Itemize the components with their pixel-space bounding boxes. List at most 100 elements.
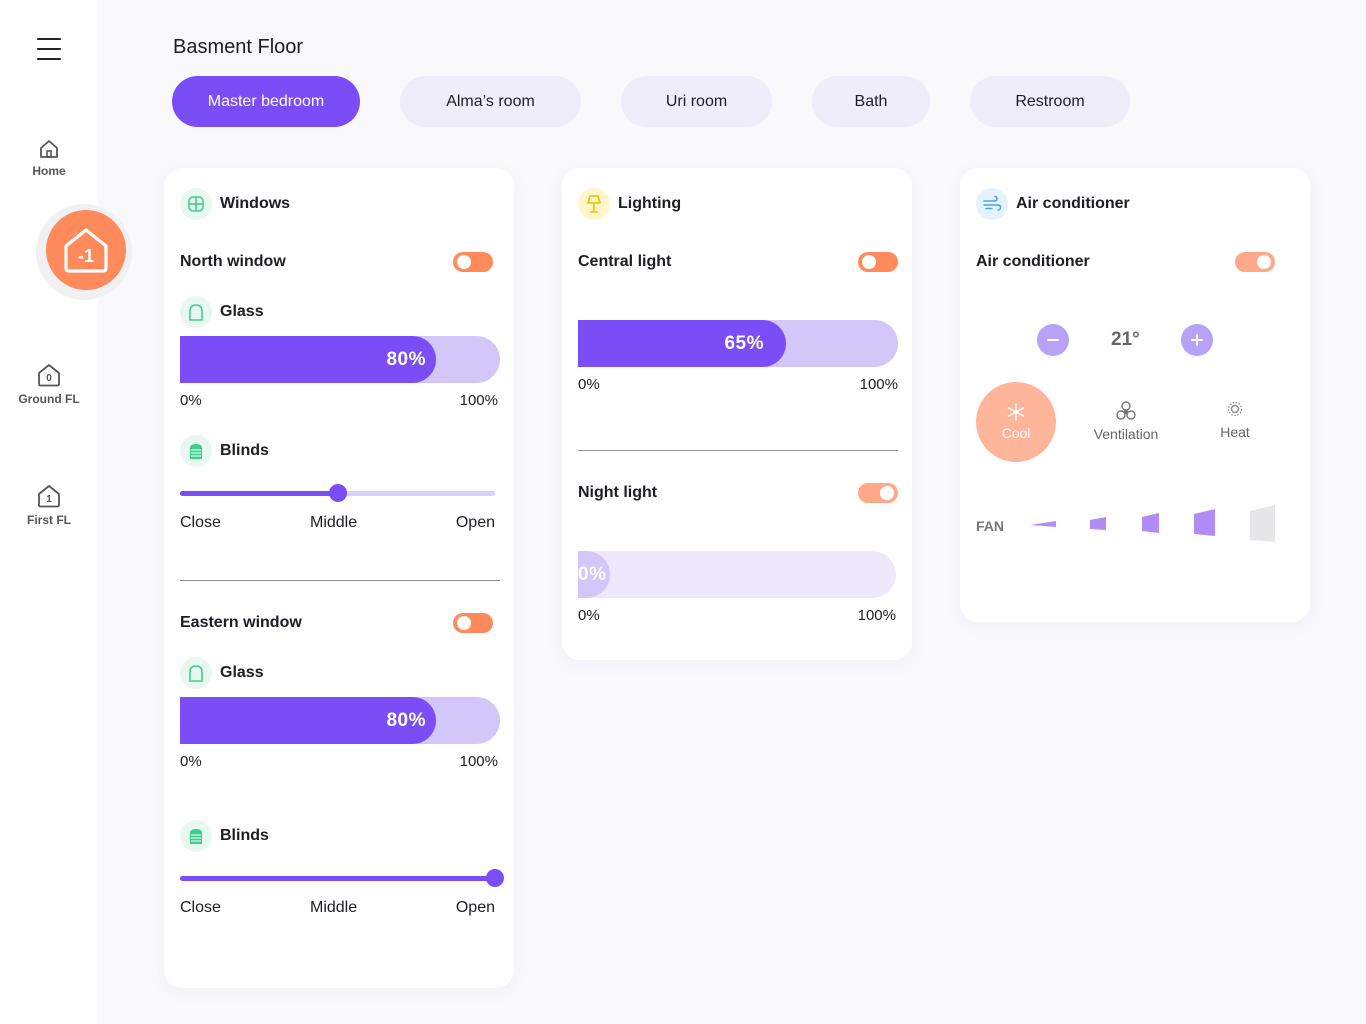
menu-icon[interactable]: [37, 38, 61, 62]
lamp-icon: [578, 188, 610, 220]
tab-uri-room[interactable]: Uri room: [621, 76, 772, 127]
north-glass-bar[interactable]: 80%: [180, 336, 500, 383]
north-blinds-slider[interactable]: [180, 484, 495, 502]
night-light-toggle[interactable]: [858, 483, 898, 503]
eastern-window-label: Eastern window: [180, 614, 302, 631]
mode-label: Ventilation: [1093, 426, 1159, 442]
scale-min: 0%: [578, 376, 600, 393]
sidebar-item-first-fl[interactable]: 1 First FL: [0, 483, 98, 527]
divider: [180, 580, 500, 581]
scale-max: 100%: [459, 753, 498, 770]
night-light-value: 0%: [578, 563, 607, 585]
scale-min: 0%: [578, 607, 600, 624]
decrease-temp-button[interactable]: [1037, 324, 1069, 356]
glass-label: Glass: [220, 303, 264, 320]
scale-max: 100%: [857, 607, 896, 624]
blinds-middle-label: Middle: [310, 514, 358, 531]
ground-floor-icon: 0: [38, 364, 60, 387]
ac-card: Air conditioner Air conditioner 21° Cool…: [960, 168, 1310, 622]
night-light-label: Night light: [578, 484, 658, 501]
blinds-icon: [180, 435, 212, 467]
fan-speed-level-4[interactable]: [1194, 509, 1215, 536]
fan-speed-selector[interactable]: [1028, 502, 1278, 552]
north-glass-value: 80%: [386, 348, 426, 370]
windows-card: Windows North window Glass 80% 0% 100% B…: [164, 168, 514, 988]
scale-max: 100%: [859, 376, 898, 393]
sidebar-item-ground-fl[interactable]: 0 Ground FL: [0, 362, 98, 406]
floor-badge-text: -1: [78, 246, 94, 266]
scale-max: 100%: [459, 392, 498, 409]
eastern-blinds-slider[interactable]: [180, 869, 504, 887]
central-light-value: 65%: [724, 332, 764, 354]
wind-icon: [976, 188, 1008, 220]
central-light-label: Central light: [578, 253, 672, 270]
eastern-glass-fill: 80%: [180, 697, 436, 744]
basement-floor-icon: -1: [46, 210, 126, 290]
fan-icon: [1116, 401, 1136, 420]
north-window-toggle[interactable]: [453, 252, 493, 272]
mode-label: Cool: [1001, 425, 1031, 441]
north-glass-fill: 80%: [180, 336, 436, 383]
tab-restroom[interactable]: Restroom: [970, 76, 1130, 127]
tab-master-bedroom[interactable]: Master bedroom: [172, 76, 360, 127]
card-title: Air conditioner: [1016, 195, 1130, 212]
central-light-fill: 65%: [578, 320, 786, 367]
glass-label: Glass: [220, 664, 264, 681]
scale-min: 0%: [180, 392, 202, 409]
eastern-glass-value: 80%: [386, 709, 426, 731]
minus-icon: [1047, 339, 1059, 341]
central-light-toggle[interactable]: [858, 252, 898, 272]
blinds-open-label: Open: [455, 899, 495, 916]
home-icon: [40, 140, 58, 158]
first-floor-icon: 1: [38, 485, 60, 508]
slider-fill: [180, 491, 338, 496]
sun-icon: [1227, 401, 1243, 417]
glass-icon: [180, 657, 212, 689]
blinds-label: Blinds: [220, 827, 269, 844]
slider-knob[interactable]: [486, 869, 504, 887]
page-title: Basment Floor: [173, 36, 304, 58]
temperature-value: 21°: [1111, 329, 1140, 350]
slider-fill: [180, 876, 495, 881]
blinds-middle-label: Middle: [310, 899, 358, 916]
ac-label: Air conditioner: [976, 253, 1090, 270]
increase-temp-button[interactable]: [1181, 324, 1213, 356]
sidebar-item-basement[interactable]: -1: [36, 204, 132, 300]
sidebar-item-label: First FL: [27, 513, 71, 527]
mode-ventilation-button[interactable]: Ventilation: [1082, 400, 1170, 442]
sidebar: Home -1 0 Ground FL 1 First FL: [0, 0, 132, 1024]
tab-almas-room[interactable]: Alma’s room: [400, 76, 581, 127]
snowflake-icon: [1007, 403, 1025, 421]
floor-badge-text: 0: [46, 373, 52, 384]
floor-badge-text: 1: [46, 494, 52, 505]
ac-toggle[interactable]: [1235, 252, 1275, 272]
mode-heat-button[interactable]: Heat: [1202, 400, 1268, 440]
glass-icon: [180, 296, 212, 328]
blinds-label: Blinds: [220, 442, 269, 459]
eastern-window-toggle[interactable]: [453, 613, 493, 633]
mode-cool-button[interactable]: Cool: [976, 382, 1056, 462]
sidebar-item-home[interactable]: Home: [0, 138, 98, 178]
blinds-close-label: Close: [180, 514, 221, 531]
blinds-open-label: Open: [455, 514, 495, 531]
blinds-close-label: Close: [180, 899, 221, 916]
tab-bath[interactable]: Bath: [812, 76, 930, 127]
slider-knob[interactable]: [328, 484, 347, 502]
card-title: Lighting: [618, 195, 682, 212]
window-icon: [180, 188, 212, 220]
fan-speed-level-5[interactable]: [1250, 505, 1275, 542]
mode-label: Heat: [1220, 424, 1250, 440]
sidebar-item-label: Home: [32, 164, 66, 178]
north-window-label: North window: [180, 253, 286, 270]
lighting-card: Lighting Central light 65% 0% 100% Night…: [562, 168, 912, 660]
scale-min: 0%: [180, 753, 202, 770]
eastern-glass-bar[interactable]: 80%: [180, 697, 500, 744]
night-light-fill: 0%: [578, 551, 610, 598]
central-light-bar[interactable]: 65%: [578, 320, 898, 367]
night-light-bar[interactable]: 0%: [578, 551, 896, 598]
fan-speed-level-2[interactable]: [1090, 517, 1106, 530]
fan-speed-level-3[interactable]: [1142, 513, 1159, 533]
plus-icon: [1191, 334, 1203, 346]
blinds-icon: [180, 820, 212, 852]
fan-speed-level-1[interactable]: [1030, 521, 1056, 527]
